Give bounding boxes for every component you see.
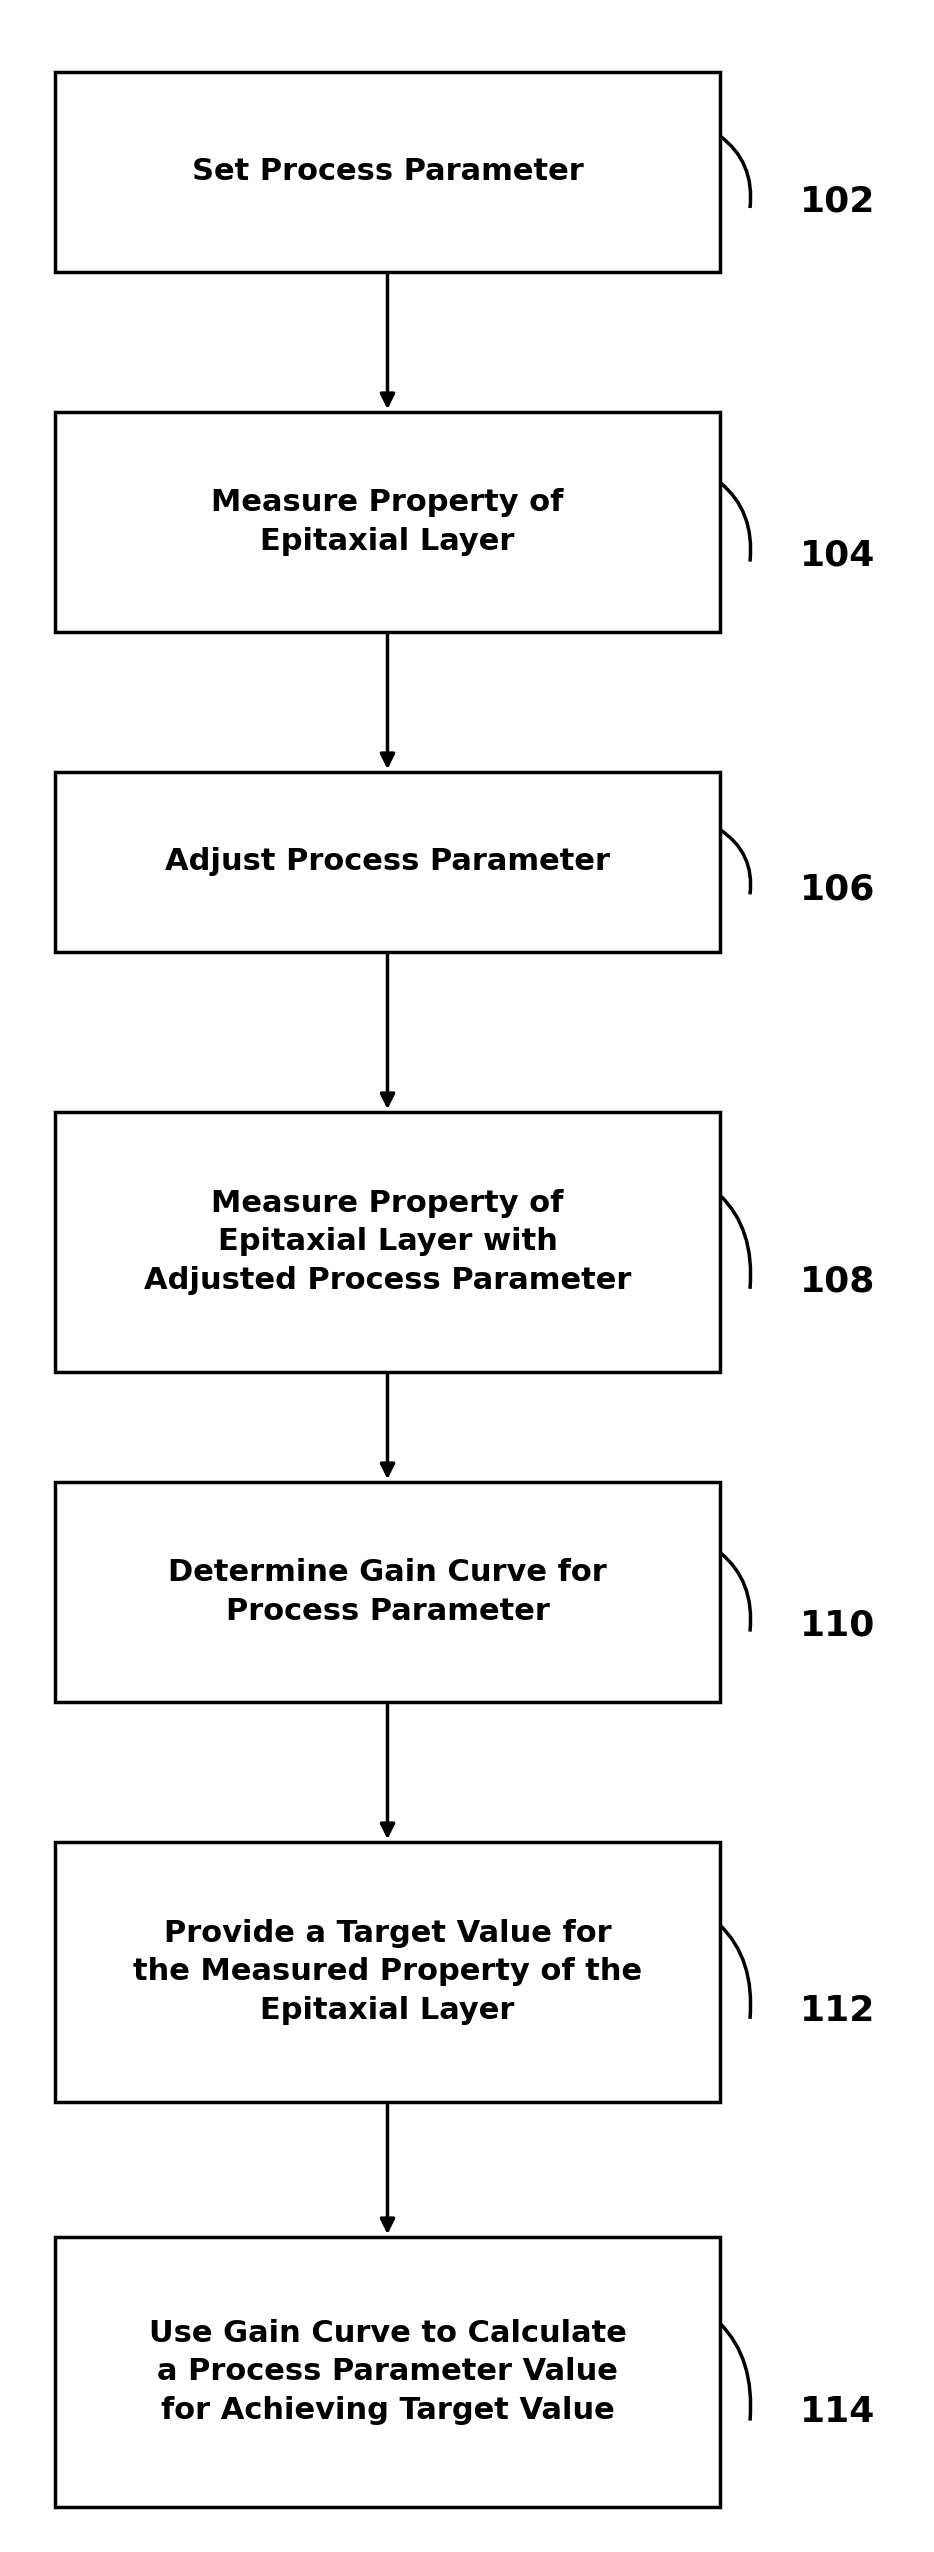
Text: Use Gain Curve to Calculate
a Process Parameter Value
for Achieving Target Value: Use Gain Curve to Calculate a Process Pa… xyxy=(149,2320,627,2424)
FancyBboxPatch shape xyxy=(55,1483,720,1702)
Text: 102: 102 xyxy=(800,184,875,219)
Text: 110: 110 xyxy=(800,1608,875,1641)
Text: 106: 106 xyxy=(800,873,875,906)
FancyBboxPatch shape xyxy=(55,1843,720,2103)
Text: 114: 114 xyxy=(800,2396,875,2430)
Text: 104: 104 xyxy=(800,538,875,572)
Text: Measure Property of
Epitaxial Layer with
Adjusted Process Parameter: Measure Property of Epitaxial Layer with… xyxy=(144,1189,631,1294)
Text: Measure Property of
Epitaxial Layer: Measure Property of Epitaxial Layer xyxy=(211,487,564,556)
FancyBboxPatch shape xyxy=(55,2238,720,2506)
FancyBboxPatch shape xyxy=(55,1113,720,1373)
Text: 108: 108 xyxy=(800,1263,875,1299)
FancyBboxPatch shape xyxy=(55,411,720,633)
Text: Provide a Target Value for
the Measured Property of the
Epitaxial Layer: Provide a Target Value for the Measured … xyxy=(133,1919,642,2024)
Text: Adjust Process Parameter: Adjust Process Parameter xyxy=(165,847,610,875)
Text: Determine Gain Curve for
Process Parameter: Determine Gain Curve for Process Paramet… xyxy=(168,1559,607,1626)
Text: Set Process Parameter: Set Process Parameter xyxy=(191,158,584,186)
FancyBboxPatch shape xyxy=(55,71,720,273)
FancyBboxPatch shape xyxy=(55,773,720,952)
Text: 112: 112 xyxy=(800,1993,875,2029)
